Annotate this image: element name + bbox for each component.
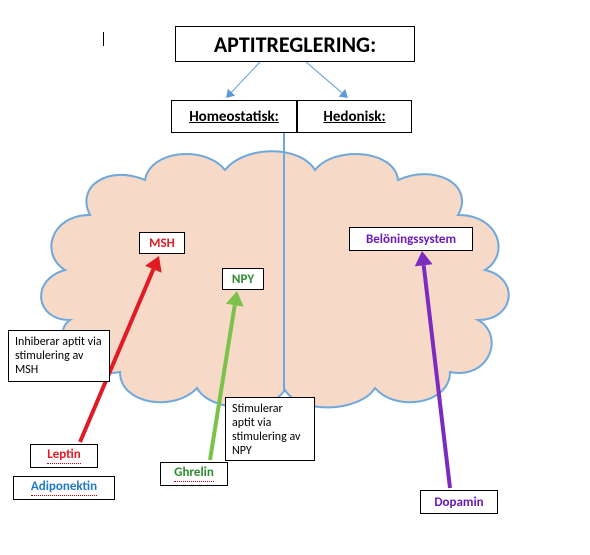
label-ghrelin: Ghrelin — [160, 462, 228, 486]
node-msh: MSH — [139, 232, 185, 254]
arrow-dopamin-reward — [415, 251, 450, 488]
node-reward: Belöningssystem — [349, 227, 473, 251]
caption-inhibit: Inhiberar aptit via stimulering av MSH — [8, 330, 110, 382]
label-ghrelin-text: Ghrelin — [174, 466, 214, 481]
label-leptin: Leptin — [30, 444, 98, 468]
node-npy-text: NPY — [232, 272, 254, 287]
label-dopamin: Dopamin — [420, 490, 498, 514]
caption-stimulate: Stimulerar aptit via stimulering av NPY — [225, 397, 315, 461]
node-msh-text: MSH — [149, 236, 175, 251]
arrow-layer-main — [0, 0, 590, 555]
label-adiponektin-text: Adiponektin — [31, 480, 97, 495]
label-adiponektin: Adiponektin — [13, 476, 115, 500]
caption-inhibit-text: Inhiberar aptit via stimulering av MSH — [15, 335, 103, 377]
label-dopamin-text: Dopamin — [434, 495, 483, 510]
label-leptin-text: Leptin — [47, 448, 81, 463]
caption-stimulate-text: Stimulerar aptit via stimulering av NPY — [232, 402, 308, 458]
node-npy: NPY — [222, 268, 264, 290]
node-reward-text: Belöningssystem — [366, 232, 456, 247]
